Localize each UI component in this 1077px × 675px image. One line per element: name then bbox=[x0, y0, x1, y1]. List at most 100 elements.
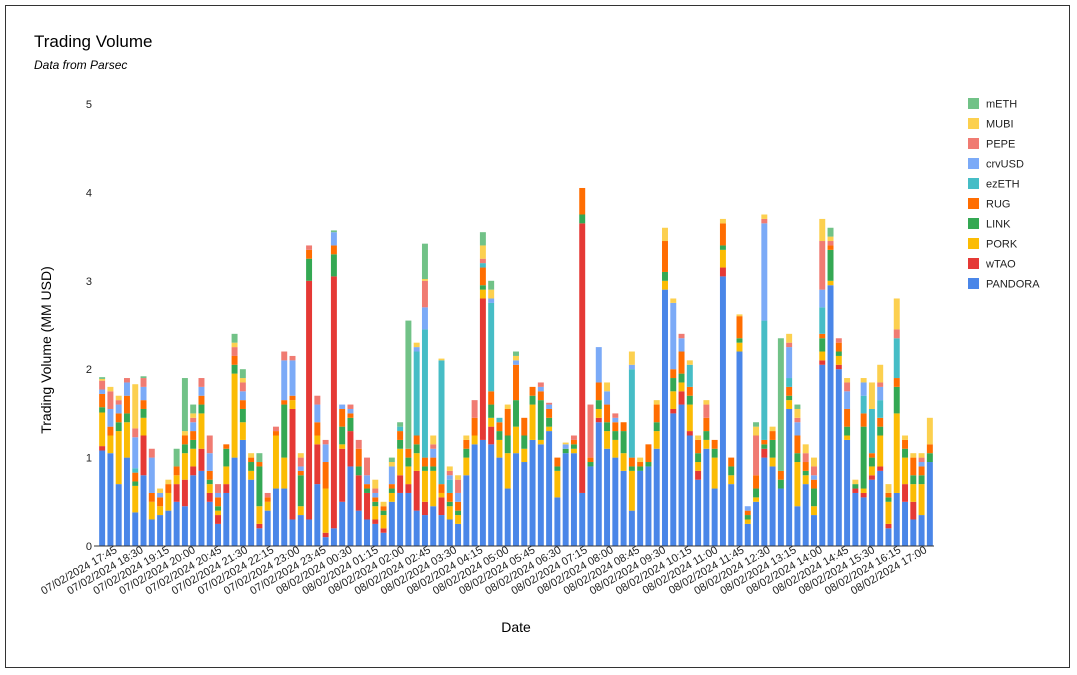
bar-segment-crvusd bbox=[761, 223, 768, 321]
bar-segment-rug bbox=[438, 484, 445, 493]
bar-segment-rug bbox=[645, 444, 652, 463]
bar-segment-mubi bbox=[877, 364, 884, 383]
bar-segment-rug bbox=[140, 400, 147, 409]
bar-segment-link bbox=[910, 475, 917, 485]
bar-segment-pandora bbox=[479, 439, 486, 546]
bar-segment-ezeth bbox=[761, 320, 768, 440]
bar-segment-pepe bbox=[306, 245, 313, 250]
bar-segment-ezeth bbox=[496, 417, 503, 423]
bar-segment-rug bbox=[811, 479, 817, 489]
bar-segment-ezeth bbox=[479, 263, 486, 268]
bar-segment-pandora bbox=[380, 532, 387, 546]
bar-segment-pandora bbox=[272, 488, 279, 546]
bar-segment-pork bbox=[736, 342, 743, 352]
legend-swatch-link bbox=[968, 218, 979, 229]
bar-segment-link bbox=[231, 364, 238, 374]
bar-segment-rug bbox=[521, 417, 528, 436]
bar-segment-rug bbox=[239, 400, 246, 409]
bar-segment-wtao bbox=[372, 519, 379, 524]
bar-segment-link bbox=[206, 479, 213, 485]
bar-segment-pepe bbox=[918, 457, 925, 463]
bar-segment-wtao bbox=[364, 492, 370, 520]
bar-segment-pork bbox=[844, 435, 851, 440]
bar-segment-rug bbox=[297, 470, 304, 476]
bar-segment-pandora bbox=[902, 501, 909, 546]
bar-segment-ezeth bbox=[438, 360, 445, 485]
bar-segment-meth bbox=[256, 453, 263, 463]
legend-swatch-pandora bbox=[968, 278, 979, 289]
bar-segment-pork bbox=[198, 413, 205, 449]
y-tick-label: 2 bbox=[86, 364, 92, 376]
bar-segment-pandora bbox=[471, 444, 478, 546]
bar-segment-link bbox=[488, 404, 495, 418]
bar-segment-mubi bbox=[662, 227, 668, 242]
bar-segment-pork bbox=[397, 448, 404, 476]
bar-segment-rug bbox=[678, 351, 685, 374]
bar-segment-pandora bbox=[372, 523, 379, 546]
bar-segment-link bbox=[620, 431, 627, 454]
bar-segment-link bbox=[893, 386, 900, 414]
bar-segment-rug bbox=[181, 435, 188, 445]
bar-segment-mubi bbox=[926, 417, 933, 445]
bar-segment-pandora bbox=[819, 364, 826, 546]
bar-segment-rug bbox=[628, 457, 635, 467]
bar-segment-mubi bbox=[562, 442, 569, 445]
bar-segment-pepe bbox=[297, 457, 304, 467]
bar-segment-link bbox=[521, 435, 528, 449]
bar-segment-pandora bbox=[256, 528, 263, 546]
bar-segment-pepe bbox=[703, 404, 710, 418]
bar-segment-rug bbox=[604, 404, 611, 423]
bar-segment-wtao bbox=[380, 528, 387, 533]
bar-segment-pork bbox=[910, 484, 917, 502]
bar-segment-mubi bbox=[653, 400, 660, 405]
bar-segment-rug bbox=[314, 422, 321, 436]
bar-segment-pandora bbox=[786, 408, 793, 546]
bar-segment-pandora bbox=[554, 497, 561, 546]
bar-segment-rug bbox=[761, 439, 768, 445]
bar-segment-rug bbox=[488, 391, 495, 405]
bar-segment-wtao bbox=[306, 280, 313, 520]
bar-segment-wtao bbox=[347, 431, 354, 467]
bar-segment-crvusd bbox=[446, 475, 453, 480]
bar-segment-pepe bbox=[844, 382, 851, 392]
bar-segment-wtao bbox=[322, 532, 329, 538]
bar-segment-pork bbox=[902, 457, 909, 485]
bar-segment-pandora bbox=[289, 519, 296, 546]
bar-segment-wtao bbox=[686, 431, 693, 436]
bar-segment-crvusd bbox=[670, 302, 677, 370]
bar-segment-link bbox=[190, 439, 197, 449]
bar-segment-mubi bbox=[248, 453, 255, 458]
bar-segment-pandora bbox=[513, 453, 519, 546]
bar-segment-ezeth bbox=[819, 307, 826, 334]
bar-segment-pandora bbox=[430, 506, 437, 546]
bar-segment-pepe bbox=[421, 280, 428, 308]
bar-segment-link bbox=[355, 466, 362, 476]
legend-swatch-wtao bbox=[968, 258, 979, 269]
bar-segment-crvusd bbox=[455, 492, 462, 502]
legend-label-ezeth: ezETH bbox=[986, 179, 1020, 191]
bar-segment-link bbox=[678, 373, 685, 383]
bar-segment-mubi bbox=[430, 435, 437, 445]
bar-segment-rug bbox=[347, 413, 354, 418]
bar-segment-link bbox=[529, 395, 536, 405]
bar-segment-pork bbox=[802, 475, 809, 485]
bar-segment-rug bbox=[786, 386, 793, 396]
bar-segment-rug bbox=[769, 431, 776, 440]
bar-segment-pork bbox=[918, 484, 925, 516]
bar-segment-pandora bbox=[446, 519, 453, 546]
bar-segment-rug bbox=[397, 431, 404, 440]
bar-segment-rug bbox=[819, 333, 826, 339]
bar-segment-pepe bbox=[322, 439, 329, 445]
bar-segment-pepe bbox=[537, 382, 544, 387]
bar-segment-mubi bbox=[885, 484, 892, 493]
bar-segment-pork bbox=[860, 488, 867, 493]
y-tick-label: 1 bbox=[86, 453, 92, 465]
bar-segment-rug bbox=[753, 475, 760, 489]
bar-segment-pork bbox=[215, 510, 221, 516]
bar-segment-link bbox=[744, 515, 751, 520]
bar-segment-link bbox=[347, 417, 354, 432]
bar-segment-pork bbox=[719, 249, 726, 268]
bar-segment-link bbox=[123, 413, 130, 423]
bar-segment-link bbox=[99, 407, 106, 413]
